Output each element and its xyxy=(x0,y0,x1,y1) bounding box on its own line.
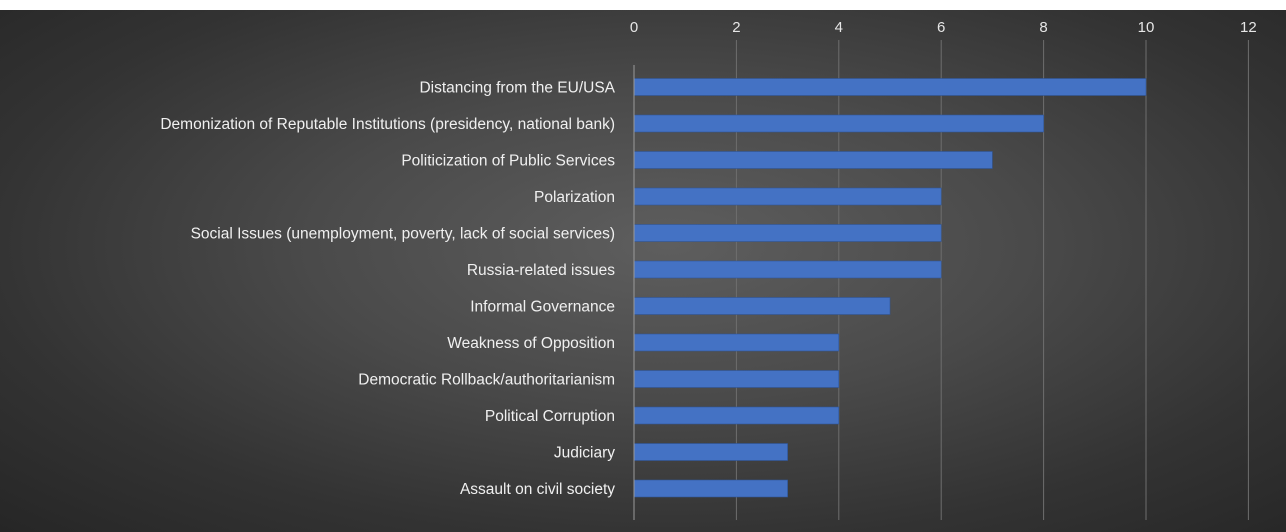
x-tick-label: 8 xyxy=(1039,19,1047,36)
category-label: Distancing from the EU/USA xyxy=(419,80,615,97)
bar xyxy=(633,224,942,242)
category-label: Polarization xyxy=(534,189,615,206)
bar xyxy=(633,78,1147,96)
bar xyxy=(633,151,993,169)
category-labels: Distancing from the EU/USA Demonization o… xyxy=(160,80,615,499)
x-tick-label: 2 xyxy=(732,19,740,36)
bar-chart: 0 2 4 6 8 10 12 Distancing from the EU/USA Demo… xyxy=(160,19,1257,520)
bar xyxy=(633,260,942,279)
gridlines xyxy=(735,40,1249,520)
x-axis-ticks: 0 2 4 6 8 10 12 xyxy=(630,19,1257,36)
bar xyxy=(633,333,840,352)
bar xyxy=(633,406,840,425)
bar xyxy=(633,479,788,498)
bars xyxy=(633,78,1147,498)
category-label: Informal Governance xyxy=(470,299,615,316)
category-label: Social Issues (unemployment, poverty, la… xyxy=(191,226,615,243)
category-label: Assault on civil society xyxy=(460,481,615,498)
bar xyxy=(633,370,840,388)
category-label: Political Corruption xyxy=(485,408,615,425)
category-label: Politicization of Public Services xyxy=(401,153,615,170)
x-tick-label: 6 xyxy=(937,19,945,36)
category-label: Demonization of Reputable Institutions (… xyxy=(160,116,615,133)
bar xyxy=(633,114,1044,133)
bar xyxy=(633,297,891,315)
category-label: Judiciary xyxy=(554,445,615,462)
x-tick-label: 4 xyxy=(835,19,843,36)
bar xyxy=(633,187,942,206)
bar xyxy=(633,443,788,461)
category-label: Weakness of Opposition xyxy=(447,335,615,352)
category-label: Democratic Rollback/authoritarianism xyxy=(358,372,615,389)
chart-background: 0 2 4 6 8 10 12 Distancing from the EU/USA Demo… xyxy=(0,10,1286,532)
category-label: Russia-related issues xyxy=(467,262,615,279)
x-tick-label: 12 xyxy=(1240,19,1257,36)
x-tick-label: 0 xyxy=(630,19,638,36)
x-tick-label: 10 xyxy=(1138,19,1155,36)
